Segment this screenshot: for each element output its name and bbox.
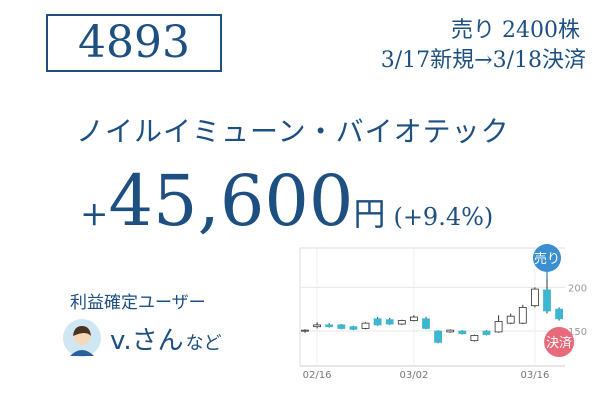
x-tick-label: 03/02 — [399, 370, 428, 381]
candle-body — [397, 320, 406, 325]
x-tick-label: 02/16 — [303, 370, 332, 381]
stock-code: 4893 — [46, 14, 222, 72]
profit-sign: + — [80, 194, 109, 234]
y-tick-label: 150 — [568, 327, 587, 338]
users-heading: 利益確定ユーザー — [70, 293, 206, 313]
sell-marker — [533, 244, 561, 272]
sell-label: 売り — [534, 251, 560, 267]
candle-body — [470, 335, 479, 342]
y-tick-label: 200 — [568, 283, 587, 294]
candle-body — [543, 289, 551, 312]
candle-body — [409, 316, 418, 321]
candle-body — [446, 329, 455, 333]
candle-body — [313, 324, 322, 328]
candle-body — [337, 324, 346, 329]
avatar-hair — [73, 326, 91, 336]
profit-unit: 円 — [353, 195, 386, 233]
profit-amount: 45,600 — [108, 160, 354, 242]
company-name: ノイルイミューン・バイオテック — [76, 115, 510, 148]
candle-body — [361, 322, 370, 329]
candle-body — [325, 324, 334, 328]
profit-rate: (+9.4%) — [393, 203, 494, 231]
candle-body — [434, 330, 443, 343]
user-name: v.さん — [110, 326, 184, 356]
trade-period: 3/17新規→3/18決済 — [380, 48, 586, 73]
candle-body — [458, 330, 467, 335]
candle-body — [422, 318, 430, 329]
avatar-body — [70, 350, 94, 356]
candle-body — [301, 329, 309, 332]
candle-body — [373, 318, 382, 326]
candle-body — [349, 326, 358, 330]
trade-side: 売り 2400株 — [451, 18, 580, 43]
user-suffix: など — [185, 333, 222, 354]
candle-body — [385, 319, 394, 325]
candle-body — [506, 315, 515, 324]
candle-body — [531, 288, 539, 307]
candle-body — [494, 321, 503, 333]
settle-label: 決済 — [546, 335, 572, 351]
candle-body — [482, 330, 491, 335]
user: v.さん など — [110, 320, 222, 357]
settle-marker — [544, 327, 575, 357]
avatar — [63, 319, 101, 357]
candle-body — [555, 308, 563, 320]
candle-body — [518, 307, 527, 324]
profit: +45,600円 (+9.4%) — [80, 160, 494, 242]
x-tick-label: 03/16 — [520, 370, 549, 381]
